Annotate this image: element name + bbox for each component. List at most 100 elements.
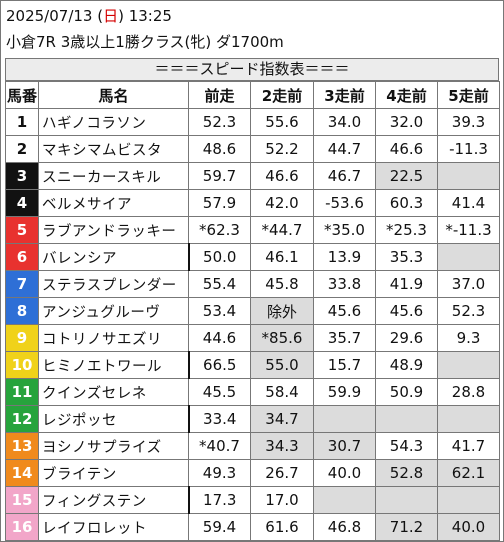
speed-index-cell: 28.8 xyxy=(437,378,500,406)
speed-index-cell: 37.0 xyxy=(437,270,500,298)
speed-index-cell: 46.8 xyxy=(313,513,376,541)
horse-name: コトリノサエズリ xyxy=(38,324,189,352)
speed-index-cell: *85.6 xyxy=(250,324,314,352)
horse-name: スニーカースキル xyxy=(38,162,189,190)
horse-number: 5 xyxy=(5,216,39,244)
speed-index-cell: *62.3 xyxy=(188,216,251,244)
speed-index-cell: 22.5 xyxy=(375,162,438,190)
speed-index-cell: 57.9 xyxy=(188,189,251,217)
speed-index-cell: 17.3 xyxy=(188,486,251,514)
horse-number: 7 xyxy=(5,270,39,298)
table-row: 9 コトリノサエズリ 44.6 *85.6 35.7 29.6 9.3 xyxy=(5,324,500,352)
speed-index-cell: 48.6 xyxy=(188,135,251,163)
time-suffix: ) 13:25 xyxy=(118,7,172,25)
horse-number: 15 xyxy=(5,486,39,514)
speed-index-cell: 54.3 xyxy=(375,432,438,460)
speed-index-cell: 40.0 xyxy=(437,513,500,541)
horse-number: 13 xyxy=(5,432,39,460)
speed-index-cell: 66.5 xyxy=(188,351,251,379)
table-row: 14 ブライテン 49.3 26.7 40.0 52.8 62.1 xyxy=(5,459,500,487)
speed-index-cell xyxy=(437,351,500,379)
speed-index-cell: 13.9 xyxy=(313,243,376,271)
table-row: 7 ステラスプレンダー 55.4 45.8 33.8 41.9 37.0 xyxy=(5,270,500,298)
speed-index-cell: 41.4 xyxy=(437,189,500,217)
speed-index-cell: 34.7 xyxy=(250,405,314,433)
speed-index-cell: 71.2 xyxy=(375,513,438,541)
speed-index-cell xyxy=(437,486,500,514)
horse-number: 6 xyxy=(5,243,39,271)
speed-index-cell: 55.0 xyxy=(250,351,314,379)
horse-number: 3 xyxy=(5,162,39,190)
speed-index-cell: 62.1 xyxy=(437,459,500,487)
race-info: 小倉7R 3歳以上1勝クラス(牝) ダ1700m xyxy=(6,33,284,51)
speed-index-cell: 33.4 xyxy=(188,405,251,433)
horse-name: フィングステン xyxy=(38,486,190,514)
horse-name: マキシマムビスタ xyxy=(38,135,189,163)
horse-number: 12 xyxy=(5,405,39,433)
table-body: 1 ハギノコラソン 52.3 55.6 34.0 32.0 39.3 2 マキシマムビスタ 48.… xyxy=(5,108,500,541)
speed-index-cell: 17.0 xyxy=(250,486,314,514)
col-header-last: 前走 xyxy=(188,81,251,109)
horse-name: アンジュグルーヴ xyxy=(38,297,189,325)
speed-index-cell: 55.4 xyxy=(188,270,251,298)
speed-index-cell: 35.3 xyxy=(375,243,438,271)
speed-index-table: 馬番 馬名 前走 2走前 3走前 4走前 5走前 1 ハギノコラソン 52.3 55.… xyxy=(5,81,500,541)
speed-index-cell: 30.7 xyxy=(313,432,376,460)
speed-index-cell: 40.0 xyxy=(313,459,376,487)
table-row: 4 ベルメサイア 57.9 42.0 -53.6 60.3 41.4 xyxy=(5,189,500,217)
speed-index-cell: 39.3 xyxy=(437,108,500,136)
date-prefix: 2025/07/13 ( xyxy=(6,7,104,25)
speed-index-cell: 45.8 xyxy=(250,270,314,298)
speed-index-cell: 46.6 xyxy=(250,162,314,190)
speed-index-cell: -11.3 xyxy=(437,135,500,163)
speed-index-cell: *25.3 xyxy=(375,216,438,244)
speed-index-cell: *44.7 xyxy=(250,216,314,244)
horse-name: ブライテン xyxy=(38,459,189,487)
race-datetime: 2025/07/13 (日) 13:25 xyxy=(6,5,172,27)
horse-name: ヒミノエトワール xyxy=(38,351,190,379)
speed-index-cell xyxy=(313,405,376,433)
speed-index-cell xyxy=(313,486,376,514)
speed-index-cell: 除外 xyxy=(250,297,314,325)
horse-name: レイフロレット xyxy=(38,513,189,541)
horse-name: レジポッセ xyxy=(38,405,190,433)
speed-index-cell: 32.0 xyxy=(375,108,438,136)
horse-name: バレンシア xyxy=(38,243,190,271)
speed-index-cell: 44.6 xyxy=(188,324,251,352)
table-row: 11 クインズセレネ 45.5 58.4 59.9 50.9 28.8 xyxy=(5,378,500,406)
header-row: 馬番 馬名 前走 2走前 3走前 4走前 5走前 xyxy=(5,81,500,109)
speed-index-cell: *35.0 xyxy=(313,216,376,244)
col-header-5back: 5走前 xyxy=(437,81,500,109)
speed-index-cell: -53.6 xyxy=(313,189,376,217)
speed-index-cell: 26.7 xyxy=(250,459,314,487)
table-row: 10 ヒミノエトワール 66.5 55.0 15.7 48.9 xyxy=(5,351,500,379)
speed-index-cell: 44.7 xyxy=(313,135,376,163)
speed-index-cell: 29.6 xyxy=(375,324,438,352)
speed-index-cell: 50.9 xyxy=(375,378,438,406)
col-header-2back: 2走前 xyxy=(250,81,314,109)
horse-name: ハギノコラソン xyxy=(38,108,189,136)
table-row: 6 バレンシア 50.0 46.1 13.9 35.3 xyxy=(5,243,500,271)
table-row: 8 アンジュグルーヴ 53.4 除外 45.6 45.6 52.3 xyxy=(5,297,500,325)
speed-index-cell xyxy=(437,243,500,271)
speed-index-cell: 52.3 xyxy=(437,297,500,325)
horse-number: 2 xyxy=(5,135,39,163)
horse-name: ヨシノサプライズ xyxy=(38,432,189,460)
speed-index-cell: 46.7 xyxy=(313,162,376,190)
speed-index-cell: 55.6 xyxy=(250,108,314,136)
speed-index-cell: 58.4 xyxy=(250,378,314,406)
col-header-4back: 4走前 xyxy=(375,81,438,109)
speed-index-cell: 45.6 xyxy=(375,297,438,325)
speed-index-cell xyxy=(437,405,500,433)
speed-index-cell: 45.6 xyxy=(313,297,376,325)
speed-index-cell: 50.0 xyxy=(188,243,251,271)
speed-index-cell: 45.5 xyxy=(188,378,251,406)
table-row: 3 スニーカースキル 59.7 46.6 46.7 22.5 xyxy=(5,162,500,190)
speed-index-cell: 9.3 xyxy=(437,324,500,352)
horse-name: クインズセレネ xyxy=(38,378,189,406)
horse-name: ステラスプレンダー xyxy=(38,270,189,298)
speed-index-cell: *40.7 xyxy=(188,432,251,460)
horse-number: 16 xyxy=(5,513,39,541)
table-banner: ＝＝＝スピード指数表＝＝＝ xyxy=(5,58,499,81)
